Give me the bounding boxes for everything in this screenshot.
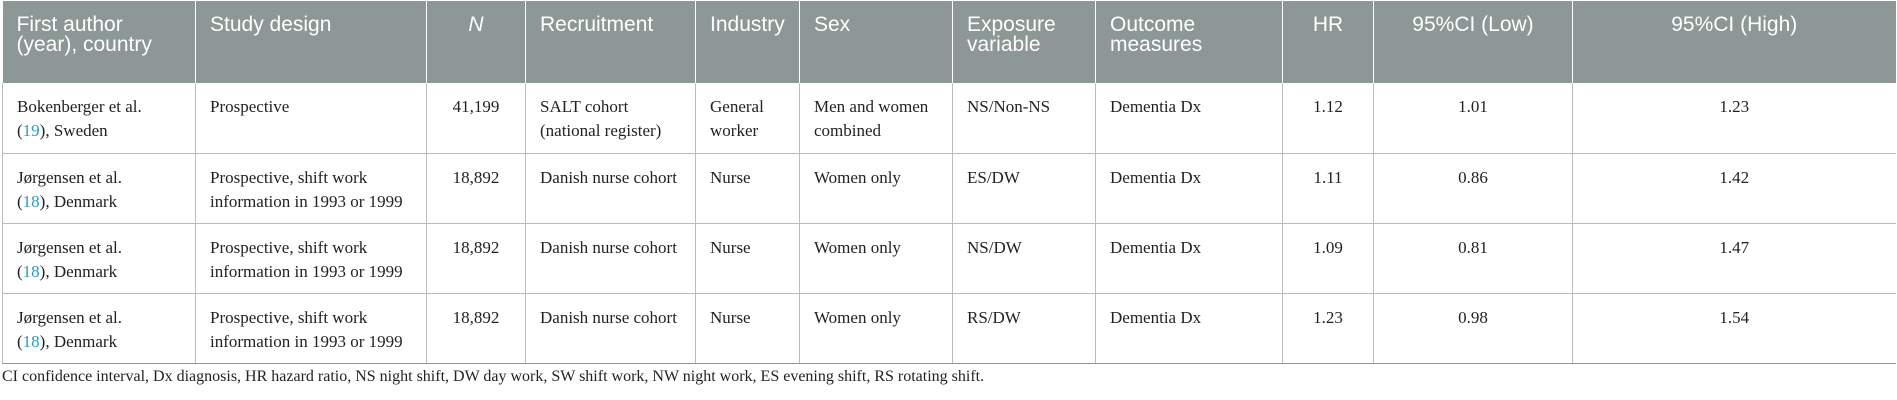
reference-link[interactable]: 18 [22,331,40,351]
cell-ci-low: 0.86 [1373,153,1573,224]
cell-sex: Women only [799,153,953,224]
cell-ci-low: 1.01 [1373,83,1573,154]
cell-ci-high: 1.54 [1572,293,1896,364]
header-industry: Industry [695,1,800,83]
cell-exposure: RS/DW [952,293,1096,364]
cell-sex: Men and women combined [799,83,953,154]
author-country: , Denmark [45,191,118,211]
header-sex: Sex [799,1,953,83]
reference-link[interactable]: 18 [22,191,40,211]
table-footnote: CI confidence interval, Dx diagnosis, HR… [2,368,985,385]
cell-industry: General worker [695,83,800,154]
table-row: Jørgensen et al. (18), Denmark Prospectiv… [2,153,1896,224]
author-name: Jørgensen et al. [17,307,122,327]
cell-design: Prospective, shift work information in 1… [195,153,427,224]
table-row: Jørgensen et al. (18), Denmark Prospectiv… [2,293,1896,364]
table-row: Jørgensen et al. (18), Denmark Prospectiv… [2,223,1896,294]
cell-n: 18,892 [426,153,526,224]
author-name: Bokenberger et al. [17,97,142,116]
cell-n: 18,892 [426,293,526,364]
cell-industry: Nurse [695,223,800,294]
cell-outcome: Dementia Dx [1095,223,1283,294]
cell-author: Jørgensen et al. (18), Denmark [2,223,196,294]
cell-hr: 1.09 [1282,223,1374,294]
cell-industry: Nurse [695,293,800,364]
study-table: First author (year), country Study desig… [2,1,1896,364]
header-hr: HR [1282,1,1374,83]
cell-ci-high: 1.23 [1572,83,1896,154]
cell-design: Prospective, shift work information in 1… [195,223,427,294]
header-study-design: Study design [195,1,427,83]
cell-n: 41,199 [426,83,526,154]
cell-ci-low: 0.98 [1373,293,1573,364]
cell-recruitment: Danish nurse cohort [525,153,696,224]
cell-outcome: Dementia Dx [1095,293,1283,364]
cell-recruitment: SALT cohort (national register) [525,83,696,154]
cell-design: Prospective, shift work information in 1… [195,293,427,364]
cell-outcome: Dementia Dx [1095,83,1283,154]
cell-ci-high: 1.47 [1572,223,1896,294]
cell-author: Bokenberger et al. (19), Sweden [2,83,196,154]
reference-link[interactable]: 18 [22,261,40,281]
cell-hr: 1.23 [1282,293,1374,364]
cell-hr: 1.11 [1282,153,1374,224]
reference-link[interactable]: 19 [22,121,40,140]
author-name: Jørgensen et al. [17,167,122,187]
author-country: , Sweden [45,121,108,140]
header-exposure: Exposure variable [952,1,1096,83]
cell-recruitment: Danish nurse cohort [525,223,696,294]
cell-author: Jørgensen et al. (18), Denmark [2,153,196,224]
cell-sex: Women only [799,223,953,294]
author-country: , Denmark [45,261,118,281]
author-country: , Denmark [45,331,118,351]
table-row: Bokenberger et al. (19), Sweden Prospecti… [2,83,1896,154]
author-name: Jørgensen et al. [17,237,122,257]
cell-ci-low: 0.81 [1373,223,1573,294]
cell-hr: 1.12 [1282,83,1374,154]
cell-recruitment: Danish nurse cohort [525,293,696,364]
header-ci-low: 95%CI (Low) [1373,1,1573,83]
cell-exposure: NS/Non-NS [952,83,1096,154]
cell-design: Prospective [195,83,427,154]
header-author: First author (year), country [2,1,196,83]
cell-industry: Nurse [695,153,800,224]
header-outcome: Outcome measures [1095,1,1283,83]
cell-exposure: ES/DW [952,153,1096,224]
cell-author: Jørgensen et al. (18), Denmark [2,293,196,364]
cell-ci-high: 1.42 [1572,153,1896,224]
header-recruitment: Recruitment [525,1,696,83]
cell-n: 18,892 [426,223,526,294]
header-n: N [426,1,526,83]
header-ci-high: 95%CI (High) [1572,1,1896,83]
cell-outcome: Dementia Dx [1095,153,1283,224]
cell-sex: Women only [799,293,953,364]
header-row: First author (year), country Study desig… [2,1,1896,83]
cell-exposure: NS/DW [952,223,1096,294]
